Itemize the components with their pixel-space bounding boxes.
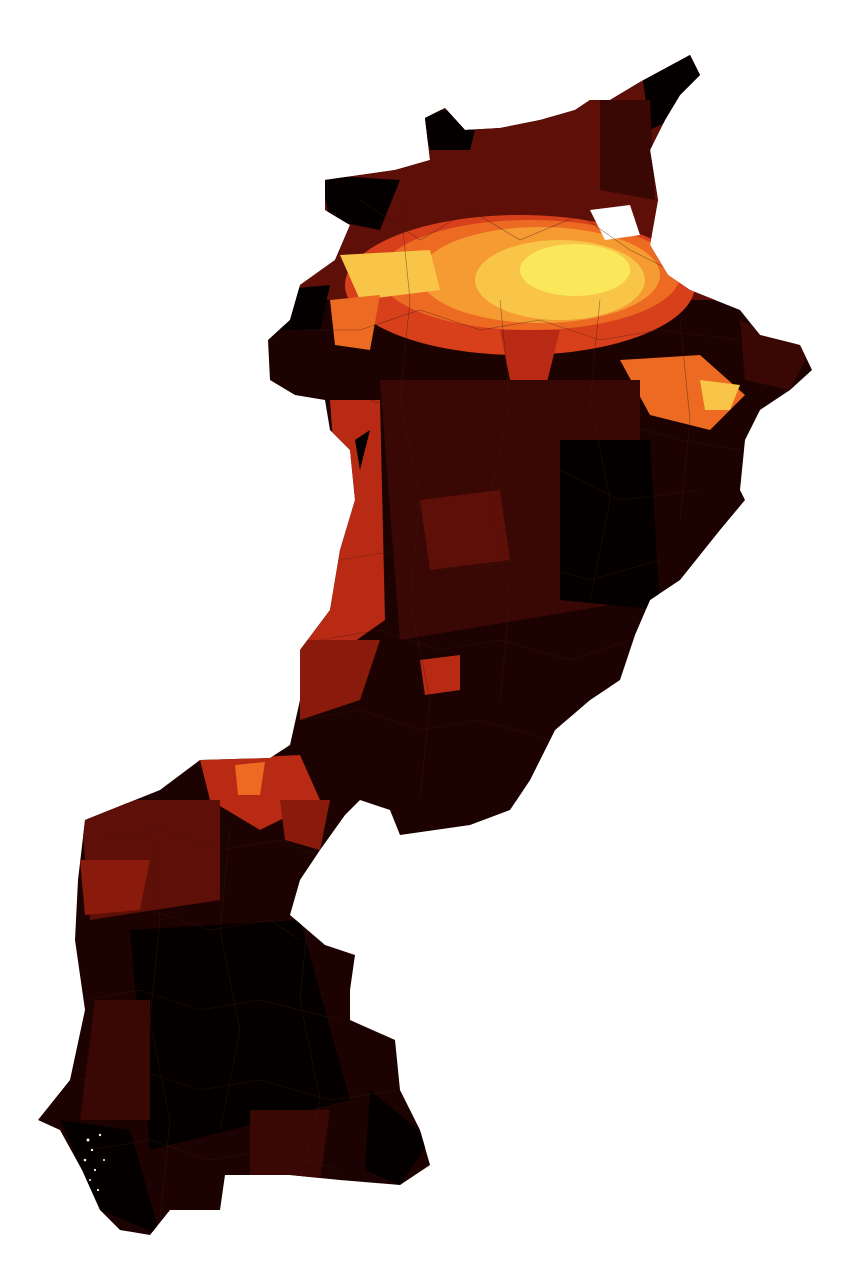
region-white-patch xyxy=(590,205,640,240)
region-isthmus-lower xyxy=(280,800,330,850)
region-south-central xyxy=(410,650,620,830)
region-south-of-core xyxy=(500,330,560,390)
region-north-dark-4 xyxy=(600,100,655,200)
coastal-islets xyxy=(83,1133,105,1192)
region-central-red xyxy=(420,655,460,695)
region-west-orange xyxy=(330,295,380,350)
region-north-dark-3 xyxy=(320,175,400,230)
region-coast-dark xyxy=(355,430,370,470)
region-isthmus-hot xyxy=(235,762,265,795)
region-borders xyxy=(79,199,741,1221)
region-south-west-red xyxy=(80,860,150,915)
region-north-dark-1 xyxy=(420,110,480,150)
region-south-west-coast xyxy=(80,1000,150,1120)
region-south-east-lower xyxy=(250,1110,330,1180)
region-central-mid xyxy=(420,490,510,570)
region-central-east-dark xyxy=(560,440,660,610)
region-coast-lower xyxy=(300,640,380,720)
region-east-orange xyxy=(620,355,745,430)
region-east-tip xyxy=(740,320,810,390)
region-south-east-tip xyxy=(365,1090,430,1185)
region-hot-core xyxy=(520,244,630,296)
region-south-dark-core xyxy=(130,920,350,1150)
region-south-tip xyxy=(60,1120,160,1235)
region-west-yellow xyxy=(340,250,440,300)
region-east-yellow xyxy=(700,380,740,410)
